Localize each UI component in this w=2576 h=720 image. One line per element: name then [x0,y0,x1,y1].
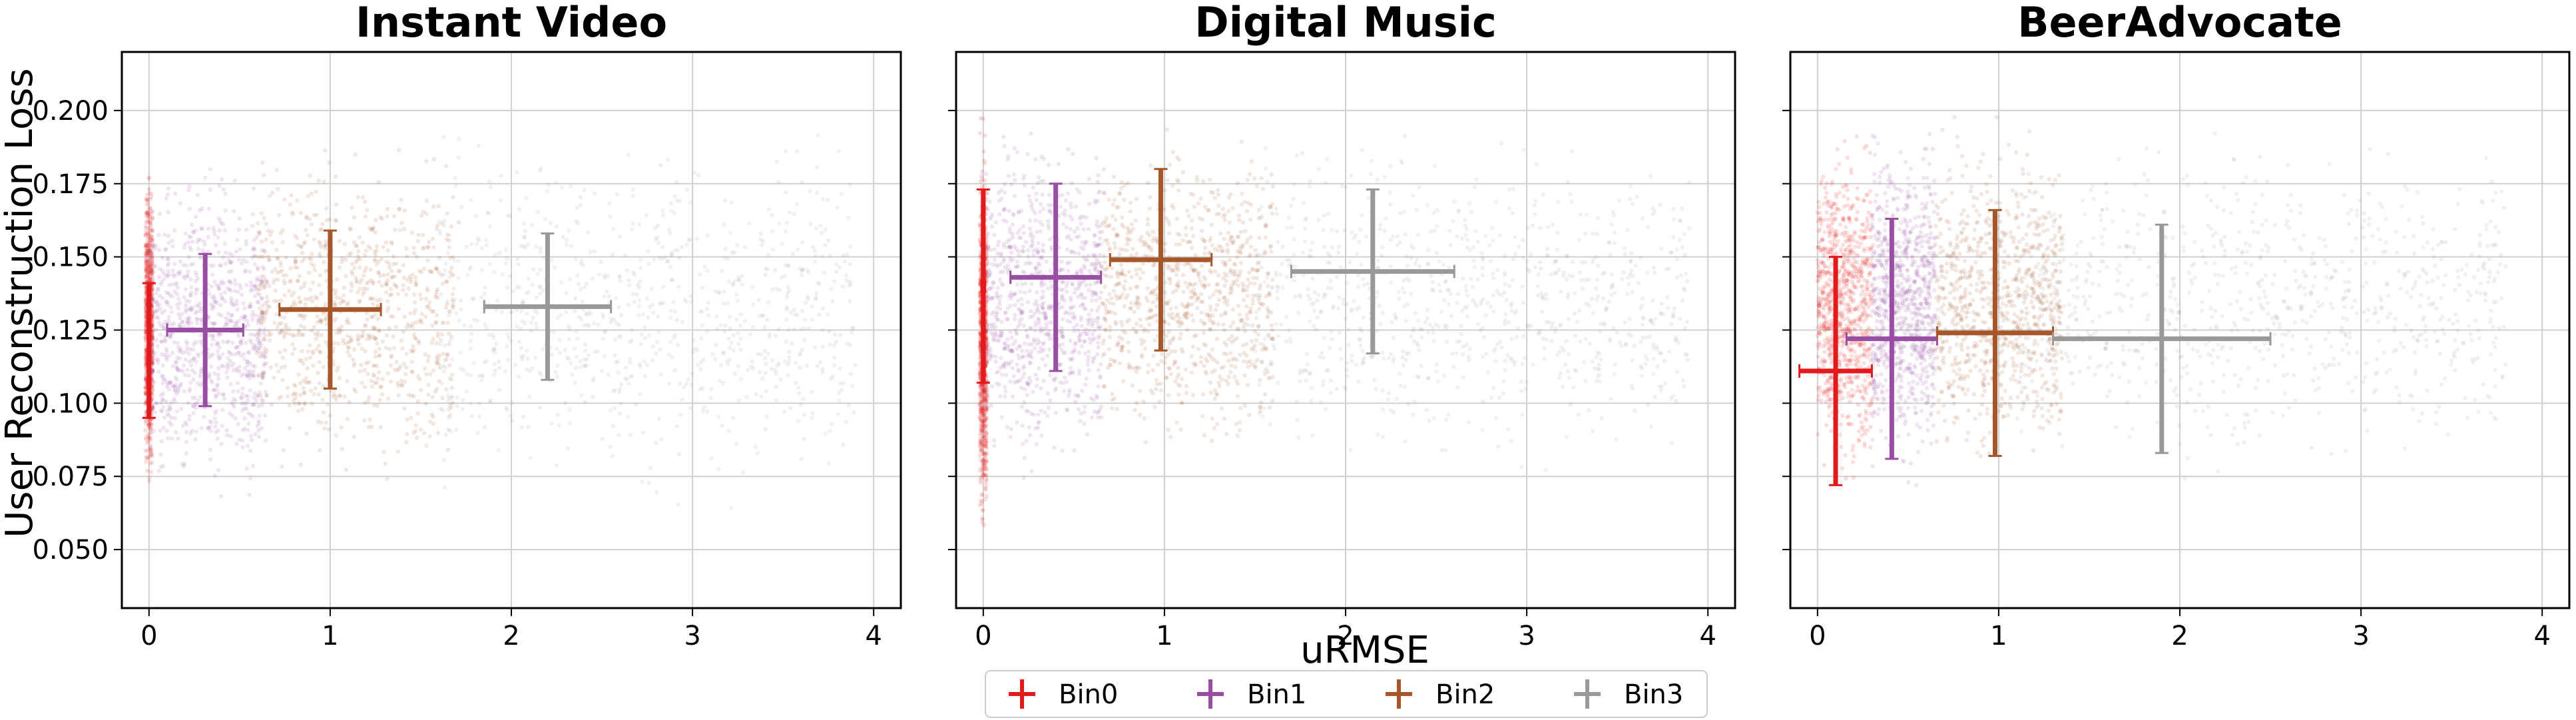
x-tick-label: 0 [1809,621,1826,651]
y-tick-label: 0.075 [32,462,109,492]
x-tick-label: 2 [1337,621,1354,651]
errorbar-bin2 [278,229,382,390]
scatter-points-bin2 [1099,127,1276,444]
panel-title: Digital Music [1194,0,1496,47]
panel-2: 0 1 2 3 4 Digital Music [948,0,1736,651]
scatter-cloud-group [977,116,1692,528]
errorbar-bin3 [1290,188,1455,355]
x-axis-label: uRMSE [1300,629,1429,672]
legend-label: Bin0 [1059,679,1118,710]
legend-frame [985,670,1708,718]
errorbar-bin3 [2052,223,2272,454]
scatter-points-bin1 [1870,131,1937,488]
errorbar-bin2 [1109,168,1213,352]
legend-marker [1197,679,1224,709]
panel-title: BeerAdvocate [2017,0,2342,47]
scatter-cloud-group [1815,115,2508,488]
scatter-points-bin1 [146,167,269,499]
errorbar-bin1 [1009,182,1103,372]
scatter-points-bin2 [256,148,455,481]
errorbar-bin1 [166,252,244,408]
errorbar-bin3 [483,232,613,381]
panel-1: 0 1 2 3 4 0.050 0.075 0.100 0.125 0.150 0.175 0.200… [32,0,902,651]
legend-label: Bin1 [1247,679,1306,710]
y-tick-label: 0.200 [32,96,109,127]
errorbar-bin0 [1798,256,1873,486]
x-tick-label: 4 [2533,621,2550,651]
x-tick-label: 2 [503,621,519,651]
legend-label: Bin3 [1624,679,1683,710]
errorbar-bin0 [976,188,990,384]
legend-marker [1009,679,1035,709]
y-tick-label: 0.150 [32,242,109,273]
x-tick-label: 4 [1699,621,1716,651]
x-tick-label: 1 [1156,621,1172,651]
legend-marker [1386,679,1412,709]
legend-label: Bin2 [1435,679,1495,710]
x-tick-label: 0 [975,621,991,651]
x-tick-label: 3 [684,621,700,651]
scatter-points-bin1 [981,131,1103,480]
legend-item-bin0: Bin0 [1009,679,1118,710]
y-tick-label: 0.100 [32,388,109,419]
panel-title: Instant Video [356,0,667,47]
legend: Bin0 Bin1 Bin2 Bin3 [985,670,1708,718]
scatter-points-bin3 [437,133,858,510]
y-tick-label: 0.050 [32,535,109,565]
scatter-points-bin0 [1815,134,1874,481]
x-tick-label: 1 [322,621,338,651]
y-axis-label: User Reconstruction Loss [0,68,41,538]
x-tick-label: 2 [2171,621,2188,651]
y-tick-label: 0.175 [32,169,109,200]
legend-marker [1574,679,1601,709]
x-tick-label: 3 [1518,621,1535,651]
x-tick-label: 3 [2352,621,2369,651]
panel-3: 0 1 2 3 4 BeerAdvocate [1782,0,2571,651]
scatter-points-bin3 [2014,131,2508,480]
scatter-points-bin3 [1252,133,1692,472]
scatter-cloud-group [143,133,858,510]
x-tick-label: 0 [140,621,157,651]
x-tick-label: 4 [865,621,882,651]
legend-item-bin3: Bin3 [1574,679,1683,710]
y-tick-label: 0.125 [32,316,109,346]
legend-item-bin2: Bin2 [1386,679,1495,710]
errorbar-bin1 [1845,218,1938,460]
legend-item-bin1: Bin1 [1197,679,1306,710]
x-tick-label: 1 [1990,621,2007,651]
errorbar-bin0 [142,282,156,419]
